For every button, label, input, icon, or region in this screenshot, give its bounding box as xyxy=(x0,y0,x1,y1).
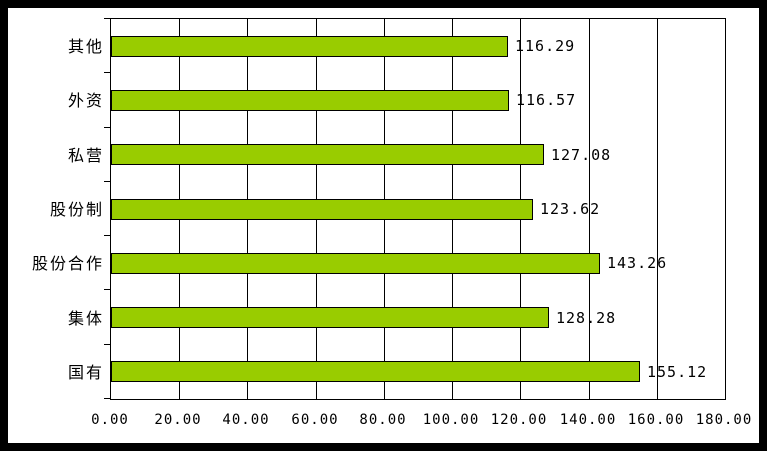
x-tick-label: 160.00 xyxy=(627,412,685,428)
category-label: 股份制 xyxy=(49,200,104,219)
category-axis-tick xyxy=(104,235,110,236)
category-label: 私营 xyxy=(67,146,104,165)
bar-4 xyxy=(111,199,533,220)
category-axis-tick xyxy=(104,18,110,19)
category-axis-tick xyxy=(104,127,110,128)
category-axis-tick xyxy=(104,72,110,73)
category-label: 股份合作 xyxy=(31,254,104,273)
x-tick-label: 20.00 xyxy=(154,412,202,428)
category-axis-tick xyxy=(104,181,110,182)
bar-value-label: 143.26 xyxy=(607,254,668,272)
category-label: 国有 xyxy=(67,363,104,382)
bar-1 xyxy=(111,36,508,57)
bar-value-label: 123.62 xyxy=(540,200,601,218)
bar-value-label: 116.57 xyxy=(516,91,577,109)
chart-canvas: 116.29 116.57 127.08 123.62 143.26 128.28 155.… xyxy=(8,8,759,443)
x-tick-label: 140.00 xyxy=(559,412,617,428)
bar-value-label: 116.29 xyxy=(515,37,576,55)
x-tick-label: 120.00 xyxy=(490,412,548,428)
x-tick-label: 60.00 xyxy=(291,412,339,428)
bar-5 xyxy=(111,253,600,274)
bar-value-label: 127.08 xyxy=(551,146,612,164)
bar-7 xyxy=(111,361,640,382)
x-tick-label: 0.00 xyxy=(91,412,129,428)
x-tick-label: 180.00 xyxy=(695,412,753,428)
category-label: 其他 xyxy=(67,37,104,56)
x-tick-label: 100.00 xyxy=(422,412,480,428)
category-axis-tick xyxy=(104,344,110,345)
bar-value-label: 128.28 xyxy=(556,309,617,327)
bar-value-label: 155.12 xyxy=(647,363,708,381)
bar-2 xyxy=(111,90,509,111)
category-label: 集体 xyxy=(67,309,104,328)
plot-area: 116.29 116.57 127.08 123.62 143.26 128.28 155.… xyxy=(110,18,726,400)
bar-6 xyxy=(111,307,549,328)
x-tick-label: 80.00 xyxy=(359,412,407,428)
category-label: 外资 xyxy=(67,91,104,110)
gridline xyxy=(589,19,590,399)
x-tick-label: 40.00 xyxy=(222,412,270,428)
gridline xyxy=(657,19,658,399)
bar-3 xyxy=(111,144,544,165)
category-axis-tick xyxy=(104,398,110,399)
category-axis-tick xyxy=(104,289,110,290)
